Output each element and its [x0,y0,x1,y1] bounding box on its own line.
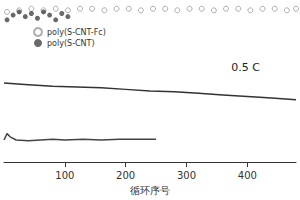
svg-text:0.5 C: 0.5 C [231,61,260,74]
svg-text:循环序号: 循环序号 [130,185,170,196]
svg-text:400: 400 [238,170,257,181]
svg-text:200: 200 [116,170,135,181]
svg-text:100: 100 [55,170,74,181]
svg-text:300: 300 [177,170,196,181]
svg-text:poly(S-CNT): poly(S-CNT) [47,39,95,48]
svg-text:poly(S-CNT-Fc): poly(S-CNT-Fc) [47,28,106,37]
